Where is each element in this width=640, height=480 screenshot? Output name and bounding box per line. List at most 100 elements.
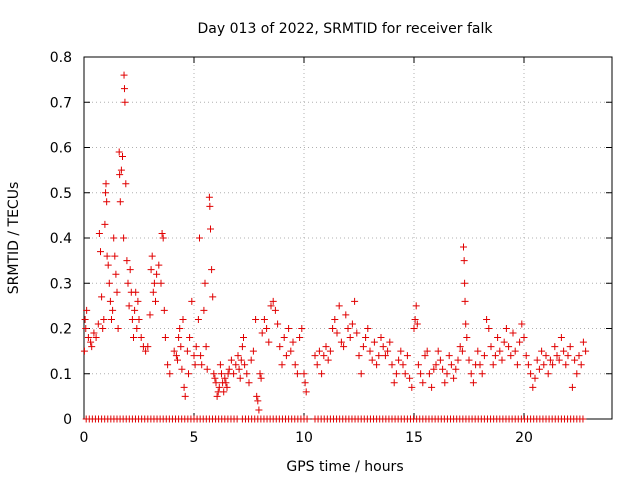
data-point	[114, 325, 122, 332]
data-point	[218, 370, 225, 378]
data-point	[399, 361, 407, 369]
data-point	[206, 202, 214, 210]
data-point	[223, 383, 231, 391]
data-point	[445, 352, 453, 360]
data-point	[82, 325, 90, 332]
data-point	[263, 325, 271, 332]
data-point	[271, 306, 279, 314]
data-point	[120, 234, 128, 242]
data-point	[208, 266, 216, 274]
data-point	[579, 415, 587, 423]
data-point	[320, 352, 328, 360]
data-point	[322, 343, 330, 351]
data-point	[211, 374, 219, 382]
data-point	[213, 392, 221, 400]
data-point	[135, 315, 143, 323]
data-point	[276, 343, 284, 351]
data-point	[318, 370, 326, 378]
data-point	[425, 370, 433, 378]
data-point	[200, 306, 208, 314]
data-point	[230, 370, 238, 378]
data-point	[342, 311, 350, 319]
data-point	[147, 266, 155, 274]
data-point	[413, 320, 421, 328]
data-point	[507, 352, 515, 360]
data-point	[410, 325, 418, 332]
data-point	[124, 279, 132, 287]
data-point	[258, 329, 266, 337]
data-points	[80, 71, 590, 423]
data-point	[456, 343, 464, 351]
data-point	[126, 266, 134, 274]
data-point	[164, 361, 172, 369]
data-point	[301, 379, 309, 387]
data-point	[280, 334, 288, 342]
data-point	[175, 334, 183, 342]
data-point	[388, 361, 396, 369]
data-point	[386, 338, 394, 346]
data-point	[560, 347, 568, 355]
data-point	[188, 297, 196, 305]
data-point	[375, 352, 383, 360]
data-point	[573, 370, 581, 378]
data-point	[480, 352, 488, 360]
data-point	[110, 234, 118, 242]
data-point	[298, 325, 306, 332]
data-point	[527, 370, 535, 378]
data-point	[566, 343, 574, 351]
data-point	[392, 370, 400, 378]
data-point	[474, 347, 482, 355]
data-point	[333, 329, 341, 337]
data-point	[351, 297, 359, 305]
data-point	[348, 320, 356, 328]
data-point	[432, 361, 440, 369]
data-point	[439, 365, 447, 373]
data-point	[428, 383, 436, 391]
data-point	[235, 365, 243, 373]
data-point	[243, 370, 251, 378]
data-point	[241, 361, 249, 369]
data-point	[183, 347, 191, 355]
data-point	[220, 388, 228, 396]
data-point	[83, 306, 91, 314]
data-point	[265, 338, 273, 346]
data-point	[555, 356, 563, 364]
y-tick-label: 0	[63, 412, 72, 428]
data-point	[186, 334, 194, 342]
data-point	[285, 325, 293, 332]
data-point	[202, 343, 210, 351]
y-tick-label: 0.4	[50, 231, 72, 247]
data-point	[256, 370, 264, 378]
y-tick-label: 0.7	[50, 95, 72, 111]
data-point	[412, 302, 420, 310]
data-point	[134, 297, 142, 305]
data-point	[463, 334, 471, 342]
data-point	[315, 347, 323, 355]
data-point	[120, 71, 128, 79]
data-point	[335, 302, 343, 310]
data-point	[577, 361, 585, 369]
data-point	[180, 383, 188, 391]
data-point	[443, 370, 451, 378]
data-point	[461, 297, 469, 305]
data-point	[221, 374, 229, 382]
data-point	[108, 315, 115, 323]
data-point	[551, 343, 559, 351]
data-point	[98, 293, 106, 301]
data-point	[452, 365, 460, 373]
data-point	[146, 311, 154, 319]
data-point	[557, 334, 565, 342]
data-point	[203, 365, 211, 373]
data-point	[225, 365, 233, 373]
x-axis-label: GPS time / hours	[286, 459, 403, 475]
data-point	[150, 279, 158, 287]
data-point	[254, 397, 262, 405]
data-point	[344, 325, 352, 332]
data-point	[178, 365, 186, 373]
tick-labels: 0 5 10 15 20 0 0.1 0.2 0.3 0.4 0.5 0.6 0.7 0.8	[50, 50, 533, 446]
data-point	[123, 257, 131, 265]
data-point	[421, 352, 429, 360]
data-point	[522, 352, 530, 360]
data-point	[185, 370, 192, 378]
data-point	[491, 352, 499, 360]
